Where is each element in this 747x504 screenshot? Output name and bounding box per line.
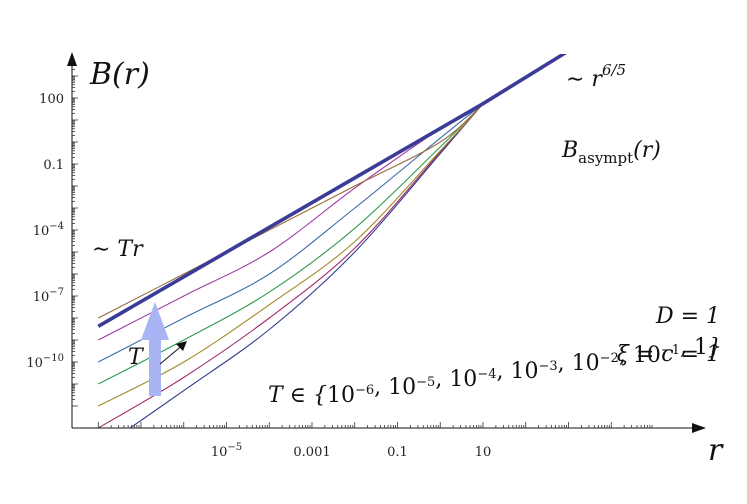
- curves-layer: [97, 54, 567, 428]
- ticks-layer: 10−5 0.001 0.1 10 10−10 10−7 10−4 0.1 100: [26, 68, 653, 460]
- series-line-6: [98, 103, 484, 319]
- param-label-1: ξ = c = 1: [617, 342, 720, 367]
- x-tick-label-1: 0.001: [293, 445, 330, 460]
- series-line-1: [98, 103, 484, 428]
- t-arrow-label: T: [128, 345, 145, 370]
- x-tick-label-2: 0.1: [387, 445, 408, 460]
- x-tick-label-3: 10: [475, 445, 492, 460]
- small-arrow-head-icon: [176, 341, 187, 351]
- annotations-layer: T ∼ Tr ∼ r6/5 Basympt(r) D = 1 ξ = c = 1T ∈ {…: [92, 61, 722, 408]
- series-line-2: [98, 103, 484, 407]
- y-tick-label-2: 10−4: [33, 221, 64, 239]
- series-line-3: [98, 103, 484, 385]
- t-set-label: T ∈ {10−6, 10−5, 10−4, 10−3, 10−2, 10−1,…: [268, 335, 722, 408]
- tr-annotation: ∼ Tr: [92, 237, 144, 262]
- x-axis-label: r: [708, 433, 724, 468]
- param-label-0: D = 1: [655, 304, 720, 329]
- y-tick-label-3: 0.1: [43, 158, 64, 173]
- y-axis-label: B(r): [89, 57, 150, 92]
- x-axis-arrow-icon: [692, 423, 706, 433]
- power-law-annotation: ∼ r6/5: [566, 61, 626, 92]
- y-tick-label-4: 100: [39, 92, 64, 107]
- series-line-0: [129, 103, 484, 428]
- y-axis-arrow-icon: [67, 52, 77, 66]
- series-line-4: [98, 103, 484, 363]
- axes: r B(r): [67, 52, 724, 468]
- asymptote-line: [97, 54, 567, 328]
- asymptote-label: Basympt(r): [561, 138, 661, 167]
- y-tick-label-0: 10−10: [26, 353, 64, 371]
- x-tick-label-0: 10−5: [211, 442, 242, 460]
- y-tick-label-1: 10−7: [33, 287, 64, 305]
- t-direction-arrow-icon: [141, 302, 169, 396]
